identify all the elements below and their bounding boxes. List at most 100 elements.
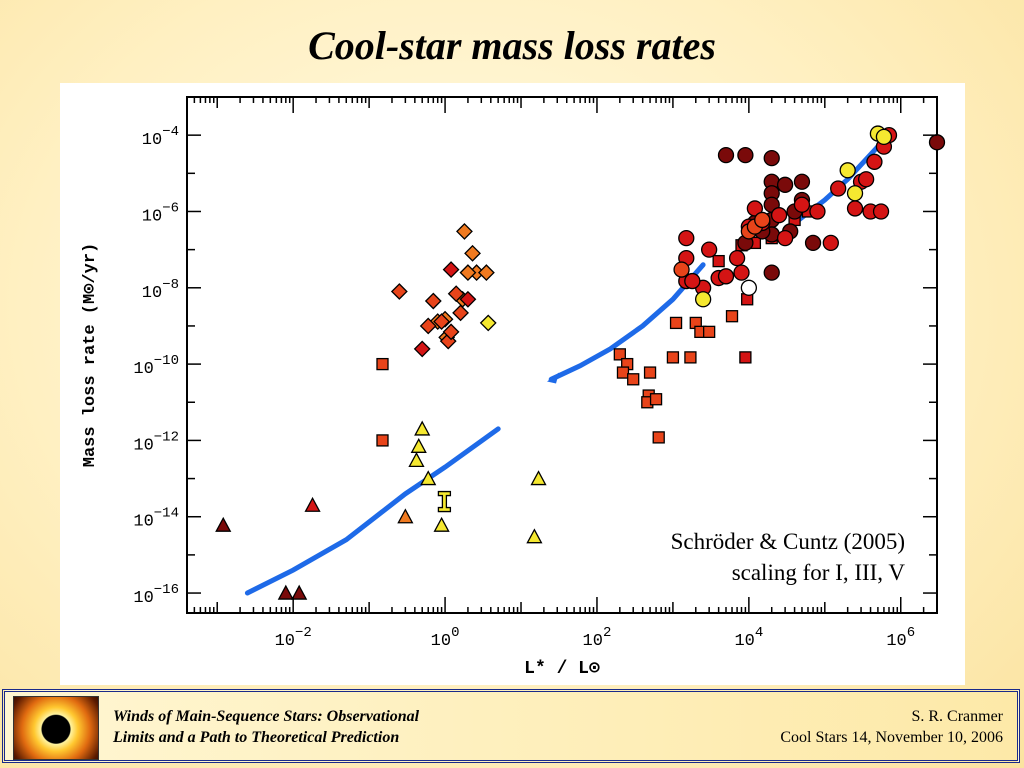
circle-point — [740, 279, 758, 296]
triangle-point — [215, 516, 232, 532]
triangle-point — [397, 508, 414, 524]
circle-point — [673, 261, 690, 278]
diamond-point — [433, 313, 451, 331]
y-tick-label: 10−6 — [142, 200, 179, 226]
diamond-point — [452, 304, 469, 322]
circle-point — [839, 162, 856, 179]
triangle-point — [410, 437, 427, 453]
circle-point — [793, 173, 811, 190]
y-tick-label: 10−8 — [142, 277, 179, 303]
triangle-point — [526, 528, 543, 544]
talk-title-line-1: Winds of Main-Sequence Stars: Observatio… — [113, 708, 420, 725]
circle-point — [701, 241, 718, 258]
circle-point — [770, 207, 788, 224]
author-name: S. R. Cranmer — [911, 708, 1003, 725]
x-tick-label: 10−2 — [275, 625, 312, 651]
circle-point — [754, 211, 771, 229]
circle-point — [928, 134, 946, 151]
author-info: S. R. Cranmer Cool Stars 14, November 10… — [643, 706, 1003, 748]
circle-point — [793, 196, 811, 213]
circle-point — [830, 180, 847, 197]
talk-title-line-2: Limits and a Path to Theoretical Predict… — [113, 729, 400, 746]
annotation-line-2: scaling for I, III, V — [732, 560, 906, 585]
circle-point — [866, 153, 883, 170]
venue-date: Cool Stars 14, November 10, 2006 — [780, 729, 1003, 746]
diamond-point — [439, 332, 457, 350]
square-point — [703, 325, 716, 339]
plot-panel: 10−16 10−14 10−12 10−10 10−8 10−6 10−4 10−2 100 1… — [60, 83, 965, 685]
triangle-point — [408, 451, 425, 468]
square-point — [649, 393, 663, 406]
square-point — [652, 431, 665, 444]
square-point — [627, 373, 640, 386]
diamond-point — [447, 285, 465, 303]
square-point — [643, 366, 657, 379]
diamond-point — [424, 292, 442, 310]
errorbar-point — [437, 490, 452, 513]
circle-point — [717, 146, 735, 164]
triangle-point — [277, 584, 294, 600]
diamond-point — [390, 283, 408, 300]
circle-point — [857, 171, 875, 188]
triangle-point — [530, 470, 547, 486]
triangle-point — [420, 470, 437, 486]
square-point — [616, 366, 630, 379]
circle-point — [804, 234, 822, 252]
circle-point — [678, 229, 695, 247]
x-tick-label: 104 — [734, 625, 763, 651]
plot-frame — [186, 96, 938, 614]
triangle-point — [291, 584, 308, 600]
circle-point — [717, 268, 735, 285]
sun-eclipse-logo — [13, 696, 99, 760]
circle-point — [776, 176, 794, 193]
diamond-point — [479, 314, 497, 332]
circle-point — [763, 264, 780, 281]
diamond-point — [477, 264, 495, 282]
circle-point — [846, 200, 864, 217]
circle-point — [875, 128, 893, 146]
square-point — [725, 310, 739, 323]
y-tick-label: 10−4 — [142, 124, 179, 150]
x-tick-label: 100 — [431, 625, 460, 651]
scaling-arrow-head — [547, 372, 560, 384]
square-point — [613, 348, 626, 361]
square-point — [684, 351, 697, 364]
square-point — [376, 434, 389, 447]
diamond-point — [459, 264, 477, 282]
scaling-curve-2 — [548, 262, 706, 382]
tick-labels: 10−16 10−14 10−12 10−10 10−8 10−6 10−4 10−2 100 1… — [133, 124, 915, 651]
circle-point — [733, 264, 750, 281]
annotation-line-1: Schröder & Cuntz (2005) — [671, 529, 905, 554]
circle-point — [746, 200, 764, 217]
y-tick-label: 10−14 — [133, 506, 179, 532]
triangle-point — [433, 516, 450, 532]
circle-point — [694, 291, 712, 308]
circle-point — [763, 149, 780, 167]
circle-point — [776, 229, 794, 247]
y-tick-label: 10−16 — [133, 582, 179, 608]
circle-point — [684, 272, 701, 290]
diamond-point — [419, 317, 437, 335]
x-tick-label: 102 — [583, 625, 612, 651]
mass-loss-chart: 10−16 10−14 10−12 10−10 10−8 10−6 10−4 10−2 100 1… — [81, 96, 946, 679]
square-point — [712, 254, 725, 268]
circle-point — [846, 185, 864, 202]
circle-point — [822, 234, 839, 252]
x-axis-label: L* / L⊙ — [524, 659, 600, 679]
footer-bar: Winds of Main-Sequence Stars: Observatio… — [2, 689, 1020, 763]
diamond-point — [442, 261, 460, 279]
circle-point — [737, 146, 754, 164]
square-point — [376, 357, 389, 371]
diamond-point — [456, 223, 473, 240]
triangle-point — [414, 420, 431, 436]
y-axis-label: Mass loss rate (M⊙/yr) — [81, 243, 100, 467]
scaling-curve-1 — [244, 426, 501, 596]
axis-ticks — [186, 96, 938, 613]
data-points — [215, 125, 946, 600]
diamond-point — [464, 244, 481, 262]
y-tick-label: 10−12 — [133, 429, 179, 455]
square-point — [739, 351, 752, 364]
square-point — [669, 316, 683, 330]
talk-title: Winds of Main-Sequence Stars: Observatio… — [113, 706, 543, 748]
diamond-point — [413, 340, 431, 358]
